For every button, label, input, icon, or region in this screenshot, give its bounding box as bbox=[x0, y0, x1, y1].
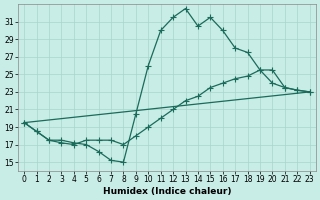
X-axis label: Humidex (Indice chaleur): Humidex (Indice chaleur) bbox=[103, 187, 231, 196]
